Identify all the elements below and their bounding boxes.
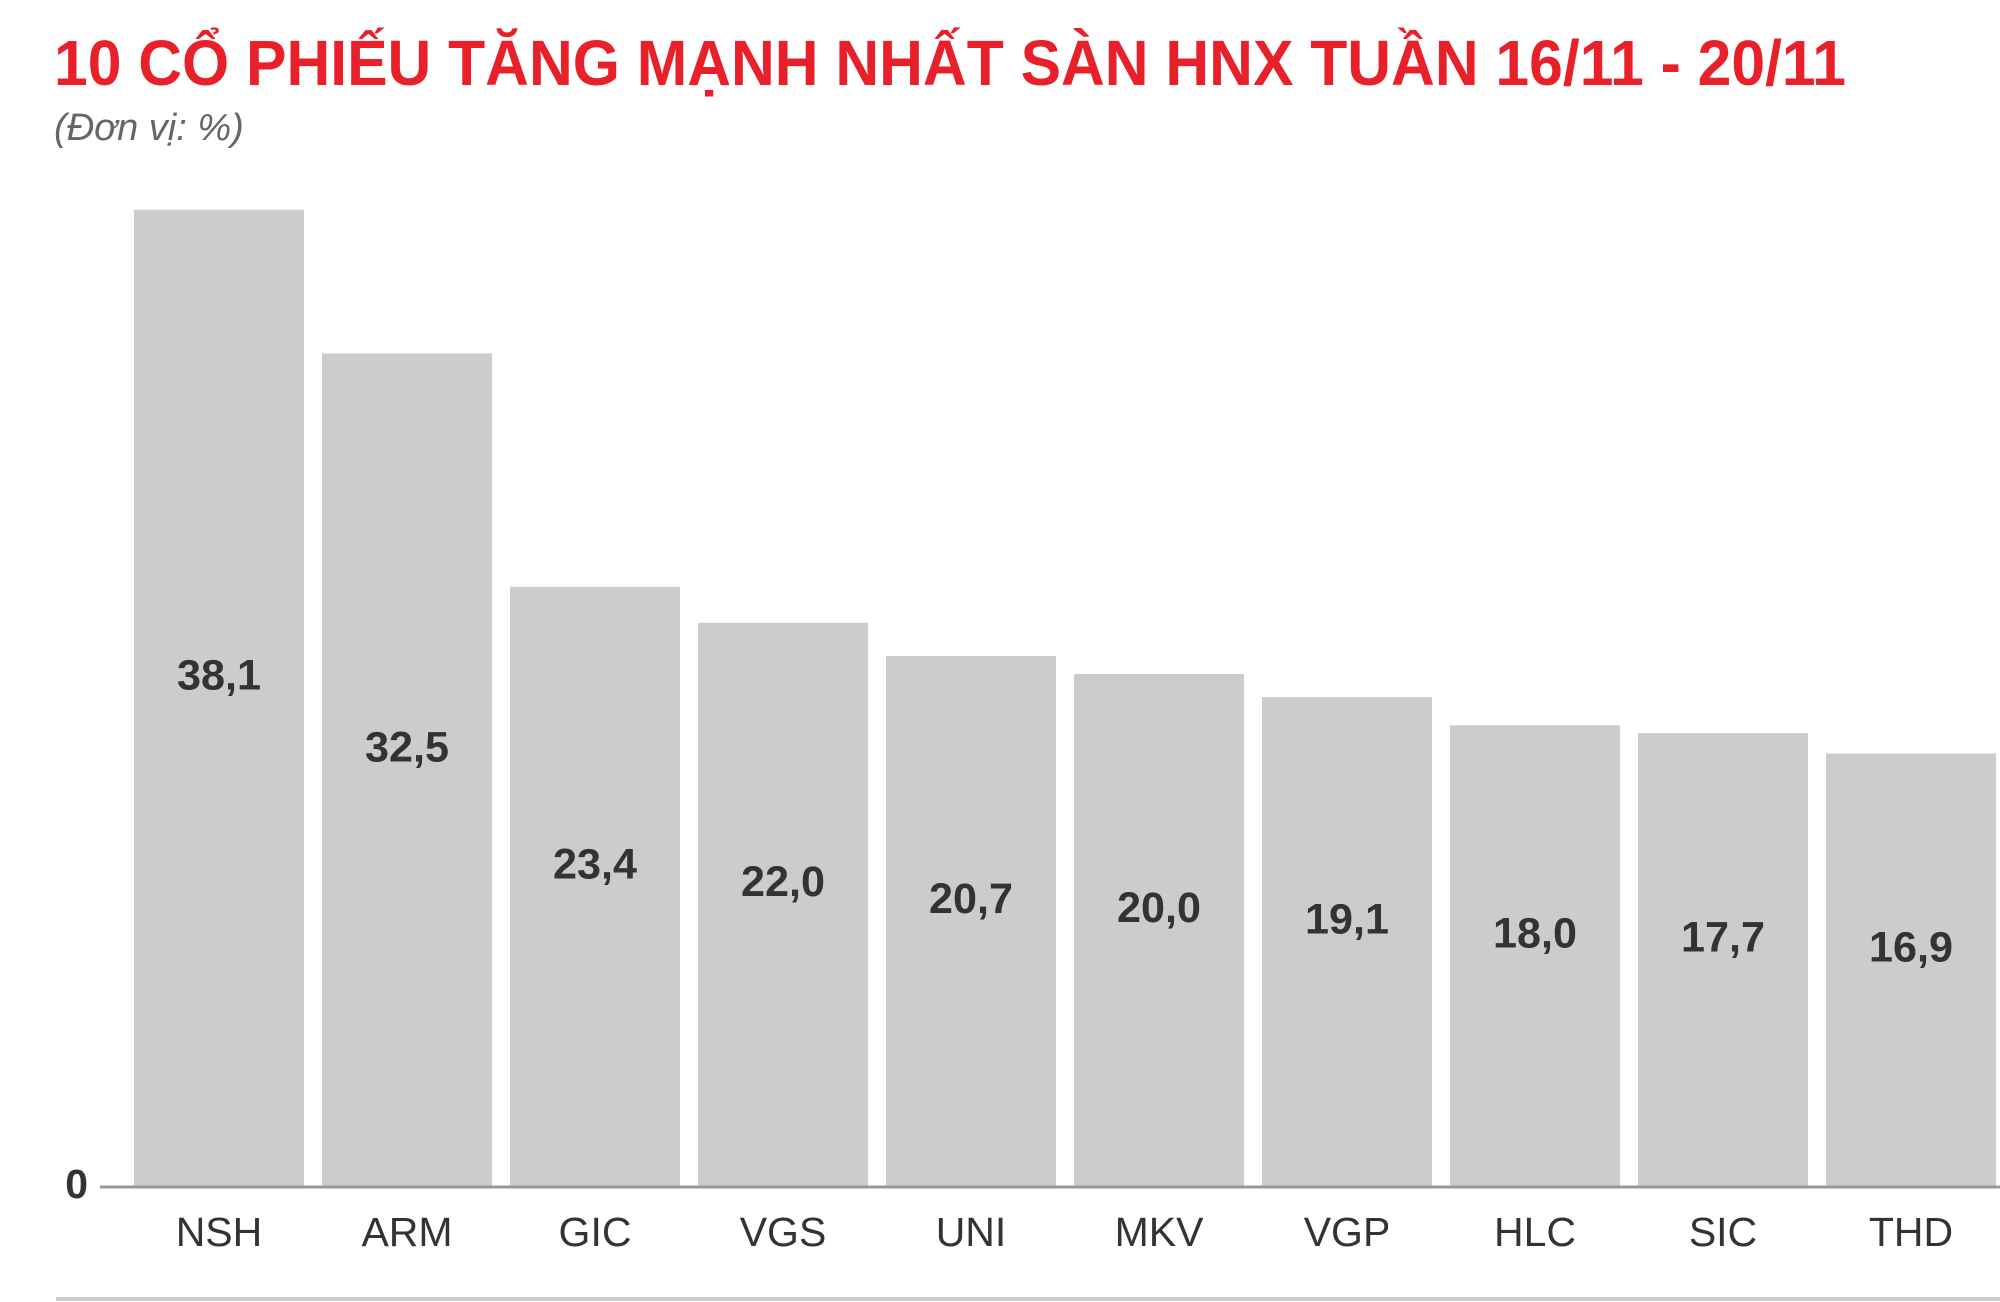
x-tick-label: HLC [1494,1209,1576,1255]
value-label: 17,7 [1681,913,1765,961]
value-label: 20,0 [1117,884,1201,932]
bar [134,209,304,1188]
value-label: 32,5 [365,724,449,772]
bar [1638,732,1808,1187]
x-tick-label: UNI [936,1209,1007,1255]
x-tick-label: SIC [1689,1209,1757,1255]
bar [1450,725,1620,1187]
y-tick-label: 0 [65,1161,88,1207]
chart-subtitle: (Đơn vị: %) [54,107,244,149]
value-label: 20,7 [929,875,1013,923]
bar [886,656,1056,1187]
x-tick-label: MKV [1115,1209,1205,1255]
bar [510,586,680,1187]
x-tick-label: VGP [1304,1209,1391,1255]
value-label: 22,0 [741,858,825,906]
value-label: 23,4 [553,840,637,888]
bar [1826,753,1996,1187]
chart-title: 10 CỔ PHIẾU TĂNG MẠNH NHẤT SÀN HNX TUẦN … [54,26,1846,99]
value-label: 19,1 [1305,895,1389,943]
value-label: 38,1 [177,652,261,700]
x-tick-label: ARM [361,1209,452,1255]
bar [698,622,868,1187]
value-label: 16,9 [1869,924,1953,972]
bar [1262,697,1432,1187]
x-tick-label: GIC [559,1209,632,1255]
bar [322,353,492,1187]
x-tick-label: NSH [176,1209,263,1255]
x-tick-label: VGS [740,1209,827,1255]
x-tick-label: THD [1869,1209,1953,1255]
bar [1074,674,1244,1187]
value-label: 18,0 [1493,910,1577,958]
